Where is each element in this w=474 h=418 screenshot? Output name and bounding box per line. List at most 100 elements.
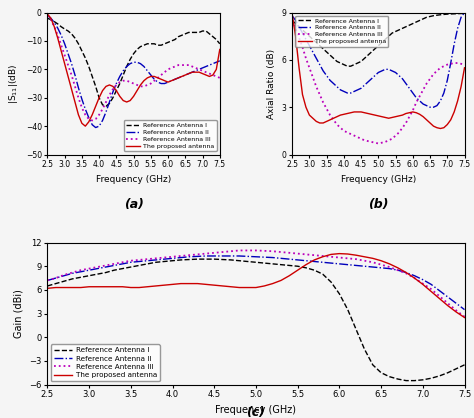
- The proposed antenna: [103, 84, 109, 89]
- The proposed antenna: [341, 112, 346, 117]
- The proposed antenna: [86, 120, 91, 125]
- Reference Antenna I: [100, 102, 105, 107]
- The proposed antenna: [178, 281, 184, 286]
- Reference Antenna II: [170, 256, 175, 261]
- Reference Antenna I: [403, 378, 409, 383]
- Reference Antenna I: [453, 366, 459, 371]
- Reference Antenna II: [427, 104, 433, 110]
- Line: Reference Antenna I: Reference Antenna I: [47, 259, 465, 381]
- Reference Antenna II: [458, 15, 464, 20]
- The proposed antenna: [289, 12, 295, 17]
- Reference Antenna III: [82, 112, 88, 117]
- Reference Antenna III: [137, 257, 142, 263]
- The proposed antenna: [45, 11, 50, 16]
- Reference Antenna II: [403, 81, 409, 86]
- Reference Antenna I: [82, 56, 88, 61]
- The proposed antenna: [413, 110, 419, 115]
- Reference Antenna III: [462, 314, 467, 319]
- Reference Antenna II: [217, 58, 223, 63]
- The proposed antenna: [137, 285, 142, 290]
- Reference Antenna I: [172, 37, 178, 42]
- Reference Antenna I: [348, 64, 354, 69]
- The proposed antenna: [462, 65, 467, 70]
- Reference Antenna II: [45, 13, 50, 18]
- Reference Antenna II: [203, 253, 209, 258]
- Reference Antenna III: [353, 257, 359, 262]
- Reference Antenna III: [345, 130, 350, 135]
- Reference Antenna III: [103, 99, 109, 104]
- Line: Reference Antenna II: Reference Antenna II: [47, 15, 220, 127]
- Reference Antenna I: [195, 257, 201, 262]
- The proposed antenna: [45, 286, 50, 291]
- Reference Antenna I: [417, 18, 422, 23]
- Reference Antenna I: [328, 280, 334, 285]
- Line: Reference Antenna III: Reference Antenna III: [47, 250, 465, 317]
- The proposed antenna: [213, 67, 219, 72]
- The proposed antenna: [345, 111, 350, 116]
- Reference Antenna III: [407, 114, 412, 119]
- Y-axis label: |S$_{11}$|(dB): |S$_{11}$|(dB): [7, 64, 20, 104]
- Text: (c): (c): [246, 406, 265, 418]
- Reference Antenna I: [289, 18, 295, 23]
- Reference Antenna III: [45, 13, 50, 18]
- Reference Antenna III: [45, 278, 50, 283]
- Reference Antenna III: [341, 128, 346, 133]
- Reference Antenna I: [45, 283, 50, 288]
- Legend: Reference Antenna I, Reference Antenna II, Reference Antenna III, The proposed a: Reference Antenna I, Reference Antenna I…: [295, 15, 388, 47]
- Reference Antenna I: [170, 258, 175, 263]
- Line: Reference Antenna III: Reference Antenna III: [292, 20, 465, 143]
- The proposed antenna: [438, 126, 443, 131]
- The proposed antenna: [82, 124, 88, 129]
- Reference Antenna III: [237, 248, 242, 253]
- Line: Reference Antenna I: Reference Antenna I: [292, 13, 465, 66]
- Line: Reference Antenna II: Reference Antenna II: [47, 256, 465, 310]
- Reference Antenna III: [375, 141, 381, 146]
- Reference Antenna III: [417, 94, 422, 99]
- The proposed antenna: [453, 309, 459, 314]
- The proposed antenna: [162, 78, 167, 83]
- The proposed antenna: [462, 315, 467, 320]
- Reference Antenna I: [45, 16, 50, 21]
- X-axis label: Frequency (GHz): Frequency (GHz): [216, 405, 296, 415]
- The proposed antenna: [217, 47, 223, 52]
- Reference Antenna I: [458, 11, 464, 16]
- Reference Antenna I: [178, 257, 184, 263]
- Y-axis label: Axial Ratio (dB): Axial Ratio (dB): [267, 48, 276, 119]
- Reference Antenna II: [100, 118, 105, 123]
- The proposed antenna: [327, 117, 333, 122]
- Reference Antenna II: [213, 60, 219, 65]
- Reference Antenna II: [178, 255, 184, 260]
- Line: Reference Antenna II: Reference Antenna II: [292, 13, 465, 107]
- Reference Antenna II: [353, 263, 359, 268]
- Reference Antenna II: [137, 259, 142, 264]
- Reference Antenna II: [413, 95, 419, 100]
- Legend: Reference Antenna I, Reference Antenna II, Reference Antenna III, The proposed a: Reference Antenna I, Reference Antenna I…: [51, 344, 160, 381]
- Reference Antenna I: [162, 41, 167, 46]
- Reference Antenna I: [96, 95, 102, 100]
- Reference Antenna II: [462, 307, 467, 312]
- Reference Antenna II: [327, 78, 333, 83]
- Legend: Reference Antenna I, Reference Antenna II, Reference Antenna III, The proposed a: Reference Antenna I, Reference Antenna I…: [124, 120, 217, 151]
- Reference Antenna III: [458, 61, 464, 66]
- Reference Antenna III: [327, 112, 333, 117]
- Reference Antenna III: [453, 308, 459, 313]
- Reference Antenna II: [345, 90, 350, 95]
- Reference Antenna II: [462, 10, 467, 15]
- Line: The proposed antenna: The proposed antenna: [292, 14, 465, 128]
- Reference Antenna III: [462, 62, 467, 67]
- Reference Antenna II: [328, 260, 334, 265]
- Reference Antenna II: [289, 13, 295, 18]
- Reference Antenna III: [172, 64, 178, 69]
- Reference Antenna III: [178, 253, 184, 258]
- The proposed antenna: [353, 253, 359, 258]
- Text: (a): (a): [124, 199, 144, 212]
- Reference Antenna II: [162, 81, 167, 86]
- The proposed antenna: [170, 282, 175, 287]
- Reference Antenna III: [328, 254, 334, 259]
- Reference Antenna I: [217, 41, 223, 46]
- Reference Antenna III: [289, 18, 295, 23]
- Line: Reference Antenna I: Reference Antenna I: [47, 18, 220, 106]
- The proposed antenna: [458, 84, 464, 89]
- X-axis label: Frequency (GHz): Frequency (GHz): [96, 175, 171, 184]
- The proposed antenna: [320, 254, 326, 259]
